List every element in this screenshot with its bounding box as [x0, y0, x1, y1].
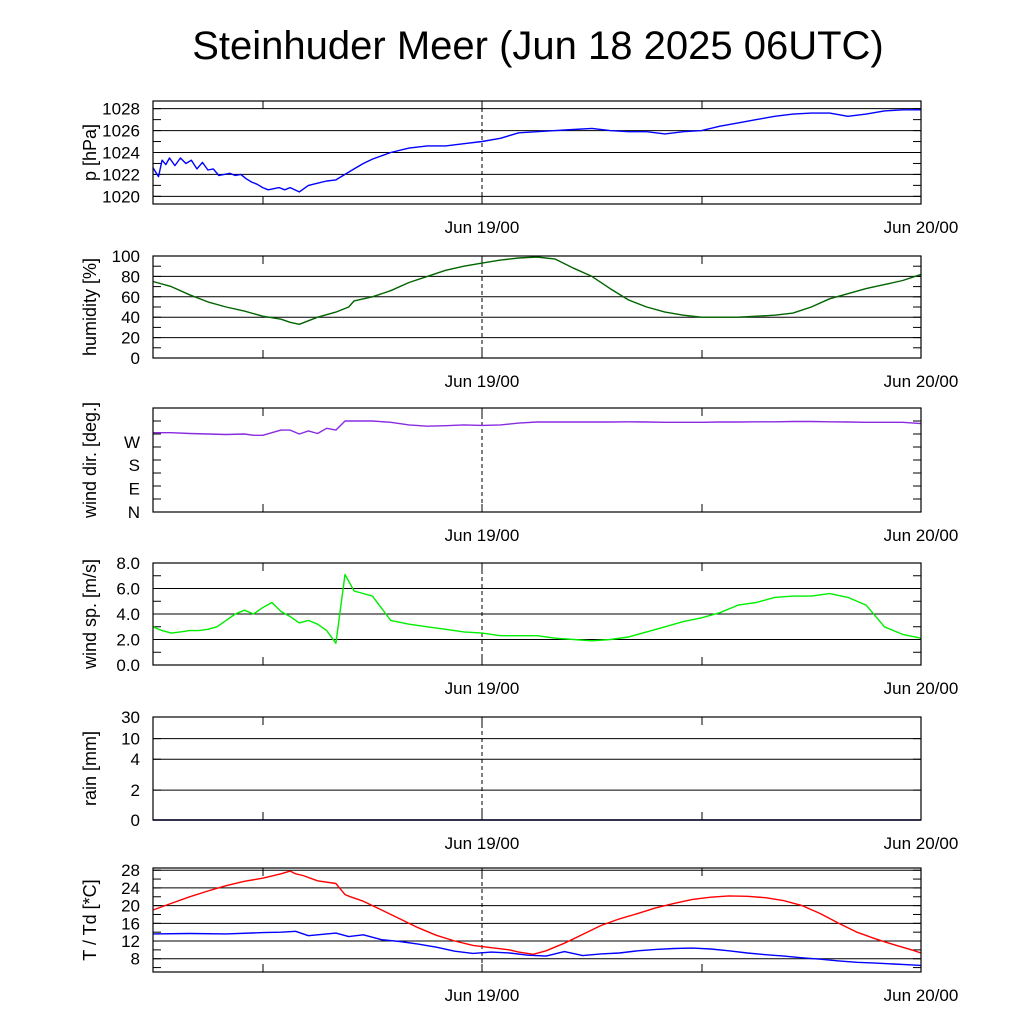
- pressure-ytick-label: 1024: [102, 144, 140, 163]
- rain-plot-frame: [152, 716, 922, 821]
- humidity-ylabel: humidity [%]: [80, 258, 100, 356]
- wind-direction-xtick-label: Jun 20/00: [884, 526, 959, 545]
- wind-speed-ytick-label: 0.0: [116, 656, 140, 675]
- pressure-xtick-label: Jun 20/00: [884, 218, 959, 237]
- wind-direction-xtick-label: Jun 19/00: [445, 526, 520, 545]
- rain-ytick-label: 30: [121, 708, 140, 727]
- wind-speed-xtick-label: Jun 20/00: [884, 679, 959, 698]
- rain-xtick-label: Jun 19/00: [445, 834, 520, 853]
- temperature-ylabel: T / Td [*C]: [80, 879, 100, 960]
- humidity-ytick-label: 40: [121, 308, 140, 327]
- humidity-ytick-label: 20: [121, 329, 140, 348]
- temperature-series-line: [152, 870, 922, 955]
- pressure-ylabel: p [hPa]: [80, 124, 100, 181]
- humidity-xtick-label: Jun 19/00: [445, 372, 520, 391]
- temperature-ytick-label: 16: [121, 914, 140, 933]
- wind-direction-ylabel: wind dir. [deg.]: [80, 402, 100, 519]
- rain-ytick-label: 10: [121, 730, 140, 749]
- temperature-ytick-label: 24: [121, 879, 140, 898]
- wind-speed-series-line: [152, 573, 922, 644]
- temperature-ytick-label: 8: [131, 950, 140, 969]
- wind-direction-series-line: [153, 420, 922, 436]
- wind-speed-ylabel: wind sp. [m/s]: [80, 559, 100, 670]
- humidity-series-line: [152, 256, 922, 325]
- pressure-xtick-label: Jun 19/00: [445, 218, 520, 237]
- wind-direction-ytick-label: N: [128, 503, 140, 522]
- rain-ytick-label: 2: [131, 781, 140, 800]
- temperature-series-line: [152, 930, 922, 967]
- temperature-plot-frame: [152, 867, 922, 973]
- rain-ytick-label: 0: [131, 811, 140, 830]
- rain-ytick-label: 4: [131, 750, 140, 769]
- wind-direction-ytick-label: E: [129, 480, 140, 499]
- rain-xtick-label: Jun 20/00: [884, 834, 959, 853]
- temperature-ytick-label: 28: [121, 861, 140, 880]
- pressure-ytick-label: 1022: [102, 165, 140, 184]
- humidity-ytick-label: 80: [121, 267, 140, 286]
- temperature-xtick-label: Jun 19/00: [445, 986, 520, 1005]
- temperature-xtick-label: Jun 20/00: [884, 986, 959, 1005]
- wind-speed-ytick-label: 4.0: [116, 605, 140, 624]
- wind-speed-ytick-label: 8.0: [116, 554, 140, 573]
- temperature-ytick-label: 12: [121, 932, 140, 951]
- humidity-xtick-label: Jun 20/00: [884, 372, 959, 391]
- pressure-ytick-label: 1026: [102, 122, 140, 141]
- wind-direction-ytick-label: W: [124, 433, 140, 452]
- panel-wind-speed: 0.0 2.0 4.0 6.0 8.0 wind sp. [m/s] Jun 19/00 Ju…: [80, 554, 958, 698]
- pressure-series-line: [152, 109, 921, 193]
- pressure-ytick-label: 1028: [102, 100, 140, 119]
- chart-title: Steinhuder Meer (Jun 18 2025 06UTC): [192, 24, 884, 68]
- humidity-ytick-label: 0: [131, 349, 140, 368]
- pressure-ytick-label: 1020: [102, 187, 140, 206]
- wind-direction-plot-frame: [152, 407, 922, 513]
- wind-speed-ytick-label: 2.0: [116, 631, 140, 650]
- humidity-ytick-label: 60: [121, 288, 140, 307]
- humidity-plot-frame: [152, 255, 922, 359]
- pressure-plot-frame: [152, 100, 922, 205]
- humidity-ytick-label: 100: [112, 247, 140, 266]
- wind-speed-plot-frame: [152, 562, 922, 666]
- rain-ylabel: rain [mm]: [80, 731, 100, 806]
- temperature-ytick-label: 20: [121, 897, 140, 916]
- panel-rain: 0 2 410 30 rain [mm] Jun 19/00 Jun 20/00: [80, 708, 958, 853]
- wind-speed-ytick-label: 6.0: [116, 580, 140, 599]
- wind-direction-ytick-label: S: [129, 456, 140, 475]
- wind-speed-xtick-label: Jun 19/00: [445, 679, 520, 698]
